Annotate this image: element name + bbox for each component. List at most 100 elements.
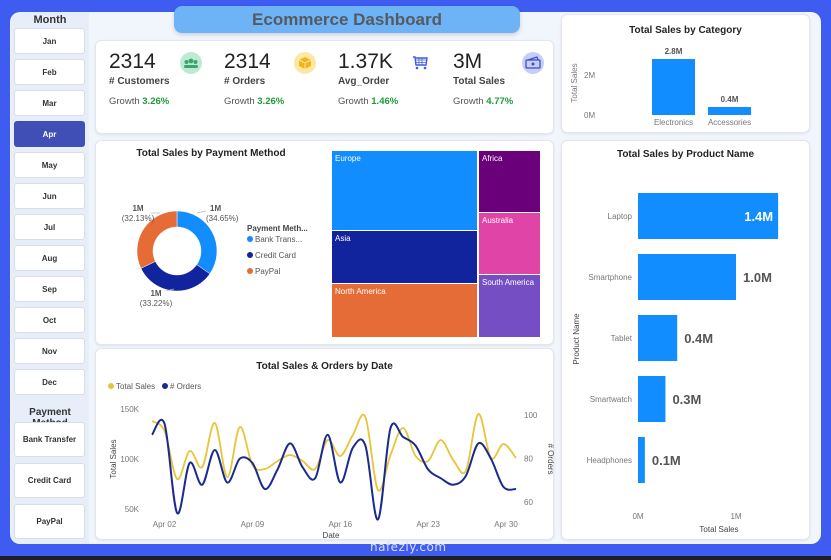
product-x-tick: 1M — [730, 512, 741, 521]
cash-icon — [522, 52, 544, 74]
treemap-label: North America — [335, 287, 386, 296]
payment-donut-chart: 1M(34.65%)1M(33.22%)1M(32.13%)Payment Me… — [122, 204, 308, 308]
treemap-label: Australia — [482, 216, 514, 225]
kpi-label: # Customers — [109, 76, 170, 87]
product-x-axis-label: Total Sales — [699, 525, 738, 534]
kpi-growth: Growth 1.46% — [338, 96, 448, 107]
kpi-value: 2314 — [109, 50, 156, 73]
kpi-growth: Growth 3.26% — [224, 96, 334, 107]
product-chart-card: Total Sales by Product Name Product Name… — [561, 140, 810, 540]
product-bar-headphones[interactable] — [638, 437, 645, 483]
category-bar-electronics[interactable] — [652, 59, 695, 115]
month-button-nov[interactable]: Nov — [14, 338, 85, 364]
month-button-sep[interactable]: Sep — [14, 276, 85, 302]
month-button-apr[interactable]: Apr — [14, 121, 85, 147]
category-data-label: 0.4M — [721, 95, 739, 104]
month-button-mar[interactable]: Mar — [14, 90, 85, 116]
product-y-tick: Smartphone — [588, 273, 632, 282]
month-button-jul[interactable]: Jul — [14, 214, 85, 240]
box-icon — [294, 52, 316, 74]
line-legend-item[interactable]: # Orders — [170, 382, 201, 391]
category-bar-accessories[interactable] — [708, 107, 751, 115]
trend-y2-axis-label: # Orders — [546, 443, 555, 474]
treemap-label: Asia — [335, 234, 351, 243]
watermark: nafezly.com — [370, 540, 447, 554]
month-button-may[interactable]: May — [14, 152, 85, 178]
product-bar-laptop[interactable] — [638, 193, 779, 239]
treemap-tile-asia[interactable] — [332, 231, 477, 283]
donut-value-label: 1M — [210, 204, 221, 213]
treemap-tile-europe[interactable] — [332, 151, 477, 230]
line-legend-marker — [162, 383, 168, 389]
trend-x-tick: Apr 09 — [241, 520, 265, 529]
payment-button-paypal[interactable]: PayPal — [14, 504, 85, 539]
month-button-aug[interactable]: Aug — [14, 245, 85, 271]
donut-percent-label: (33.22%) — [140, 299, 173, 308]
growth-prefix: Growth — [338, 96, 369, 107]
cart-icon — [409, 52, 431, 74]
trend-y-axis-label: Total Sales — [109, 439, 118, 478]
growth-value: 3.26% — [142, 96, 170, 107]
product-y-tick: Laptop — [608, 212, 633, 221]
payment-button-credit-card[interactable]: Credit Card — [14, 463, 85, 498]
category-chart-title: Total Sales by Category — [629, 25, 742, 36]
treemap-tile-africa[interactable] — [479, 151, 540, 212]
trend-x-tick: Apr 16 — [328, 520, 352, 529]
month-button-jan[interactable]: Jan — [14, 28, 85, 54]
product-data-label: 0.3M — [672, 392, 701, 407]
legend-item[interactable]: Bank Trans... — [255, 235, 302, 244]
donut-value-label: 1M — [132, 204, 143, 213]
treemap-tile-australia[interactable] — [479, 213, 540, 274]
line-series-total-sales[interactable] — [151, 413, 517, 492]
month-button-jun[interactable]: Jun — [14, 183, 85, 209]
line-series-orders[interactable] — [151, 418, 517, 521]
treemap-tile-north-america[interactable] — [332, 284, 477, 337]
people-icon — [180, 52, 202, 74]
legend-marker — [247, 236, 253, 242]
growth-value: 3.26% — [257, 96, 285, 107]
payment-button-bank-transfer[interactable]: Bank Transfer — [14, 422, 85, 457]
product-data-label: 1.4M — [744, 209, 773, 224]
payment-region-card: Total Sales by Payment Method 1M (34.65%)… — [95, 140, 554, 345]
trend-y-tick: 50K — [125, 505, 140, 514]
taskbar-strip — [0, 556, 831, 560]
legend-item[interactable]: Credit Card — [255, 251, 296, 260]
product-bar-tablet[interactable] — [638, 315, 678, 361]
product-data-label: 0.1M — [652, 453, 681, 468]
kpi-value: 1.37K — [338, 50, 393, 73]
month-button-dec[interactable]: Dec — [14, 369, 85, 395]
product-chart-title: Total Sales by Product Name — [616, 149, 755, 160]
legend-item[interactable]: PayPal — [255, 267, 281, 276]
donut-leader-line — [165, 288, 175, 292]
line-legend-item[interactable]: Total Sales — [116, 382, 155, 391]
line-legend-marker — [108, 383, 114, 389]
product-x-tick: 0M — [632, 512, 643, 521]
trend-y-tick: 100K — [120, 455, 139, 464]
legend-marker — [247, 268, 253, 274]
kpi-label: Total Sales — [453, 76, 506, 87]
month-button-feb[interactable]: Feb — [14, 59, 85, 85]
trend-chart-card: Total Sales & Orders by Date Total Sales… — [95, 348, 555, 540]
product-bar-chart: Product Name Laptop 1.4M Smartphone 1.0M Tabl… — [572, 193, 779, 534]
month-button-oct[interactable]: Oct — [14, 307, 85, 333]
trend-y2-tick: 80 — [524, 455, 533, 464]
product-data-label: 1.0M — [743, 270, 772, 285]
growth-value: 4.77% — [486, 96, 514, 107]
kpi-card — [95, 40, 554, 134]
product-bar-smartphone[interactable] — [638, 254, 736, 300]
kpi-avg-order: 1.37K Avg_Order Growth 1.46% — [338, 50, 448, 107]
product-y-tick: Smartwatch — [590, 395, 632, 404]
trend-x-axis-label: Date — [323, 531, 340, 540]
category-bar-chart: Total Sales 0M 2M 2.8M Electronics 0.4M Access… — [570, 47, 751, 127]
page-title: Ecommerce Dashboard — [174, 6, 520, 33]
trend-x-tick: Apr 23 — [416, 520, 440, 529]
trend-x-tick: Apr 02 — [153, 520, 177, 529]
treemap-tile-south-america[interactable] — [479, 275, 540, 337]
kpi-customers: 2314 # Customers Growth 3.26% — [109, 50, 219, 107]
donut-leader-line — [196, 210, 207, 214]
kpi-value: 3M — [453, 50, 483, 73]
kpi-label: Avg_Order — [338, 76, 390, 87]
growth-prefix: Growth — [109, 96, 140, 107]
sales-orders-line-chart: Total Sales # Orders 50K 100K 150K 60 80 100 Tot… — [108, 382, 555, 540]
product-bar-smartwatch[interactable] — [638, 376, 666, 422]
